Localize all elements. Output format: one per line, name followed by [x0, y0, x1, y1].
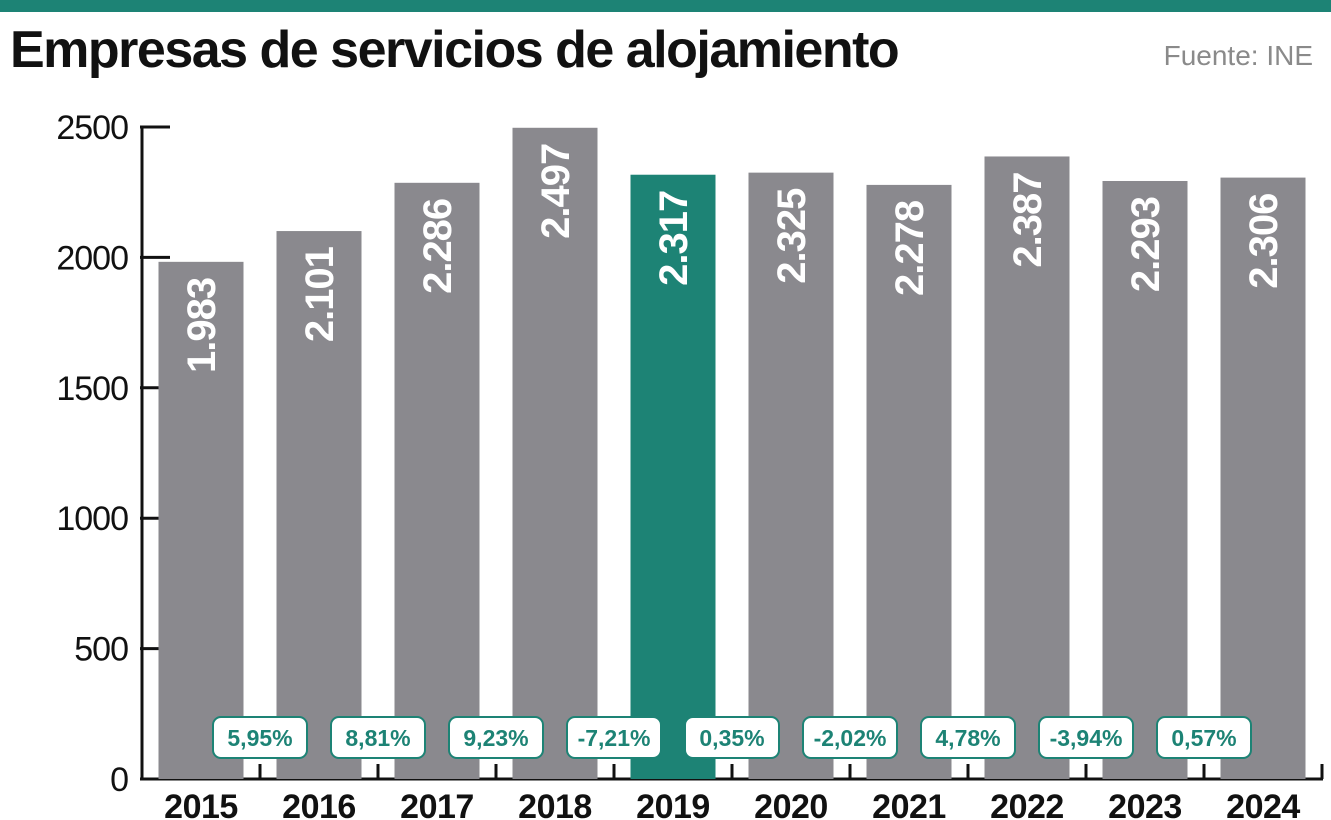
change-badge [1038, 716, 1134, 759]
bar [748, 172, 834, 779]
bar [276, 231, 362, 779]
bar [394, 182, 480, 779]
bar-value-label: 1.983 [180, 278, 224, 373]
change-badge [920, 716, 1016, 759]
x-category-label: 2018 [518, 788, 592, 820]
y-tick-label: 2500 [56, 109, 128, 147]
bar [866, 184, 952, 780]
bar [512, 127, 598, 779]
bar-value-label: 2.286 [416, 199, 460, 294]
x-category-label: 2022 [990, 788, 1064, 820]
y-tick-label: 1500 [56, 370, 128, 408]
top-accent-bar [0, 0, 1331, 12]
change-badge-label: 0,57% [1171, 725, 1236, 751]
y-tick-label: 500 [74, 631, 128, 669]
x-category-label: 2015 [164, 788, 238, 820]
x-category-label: 2016 [282, 788, 356, 820]
bar [1220, 177, 1306, 779]
change-badge-label: 4,78% [935, 725, 1000, 751]
change-badge-label: -3,94% [1050, 725, 1123, 751]
x-category-label: 2019 [636, 788, 710, 820]
bar-value-label: 2.101 [298, 246, 342, 342]
y-tick-label: 0 [110, 761, 128, 799]
change-badge [1156, 716, 1252, 759]
source-note: Fuente: INE [1163, 40, 1313, 71]
change-badge-label: -7,21% [578, 725, 651, 751]
change-badge [802, 716, 898, 759]
change-badge [566, 716, 662, 759]
change-badge-label: 0,35% [699, 725, 764, 751]
change-badge-label: 8,81% [345, 725, 410, 751]
x-category-label: 2020 [754, 788, 828, 820]
chart-title: Empresas de servicios de alojamiento [10, 21, 900, 79]
change-badge [448, 716, 544, 759]
x-category-label: 2024 [1226, 788, 1300, 820]
change-badge [330, 716, 426, 759]
bar-value-label: 2.306 [1242, 194, 1286, 289]
change-badge-label: 9,23% [463, 725, 528, 751]
change-badge-label: -2,02% [814, 725, 887, 751]
bar-value-label: 2.387 [1006, 172, 1050, 267]
bar-value-label: 2.317 [652, 191, 696, 286]
bar [158, 261, 244, 779]
bar-value-label: 2.497 [534, 144, 578, 239]
bar-value-label: 2.278 [888, 200, 932, 296]
change-badge [212, 716, 308, 759]
y-tick-label: 1000 [56, 500, 128, 538]
x-category-label: 2017 [400, 788, 474, 820]
bar [984, 156, 1070, 779]
change-badge [684, 716, 780, 759]
change-badge-label: 5,95% [227, 725, 292, 751]
bar [1102, 180, 1188, 779]
x-category-label: 2023 [1108, 788, 1182, 820]
y-tick-label: 2000 [56, 239, 128, 277]
bar-value-label: 2.325 [770, 188, 814, 284]
bar-value-label: 2.293 [1124, 197, 1168, 292]
bar [630, 174, 716, 780]
x-category-label: 2021 [872, 788, 946, 820]
